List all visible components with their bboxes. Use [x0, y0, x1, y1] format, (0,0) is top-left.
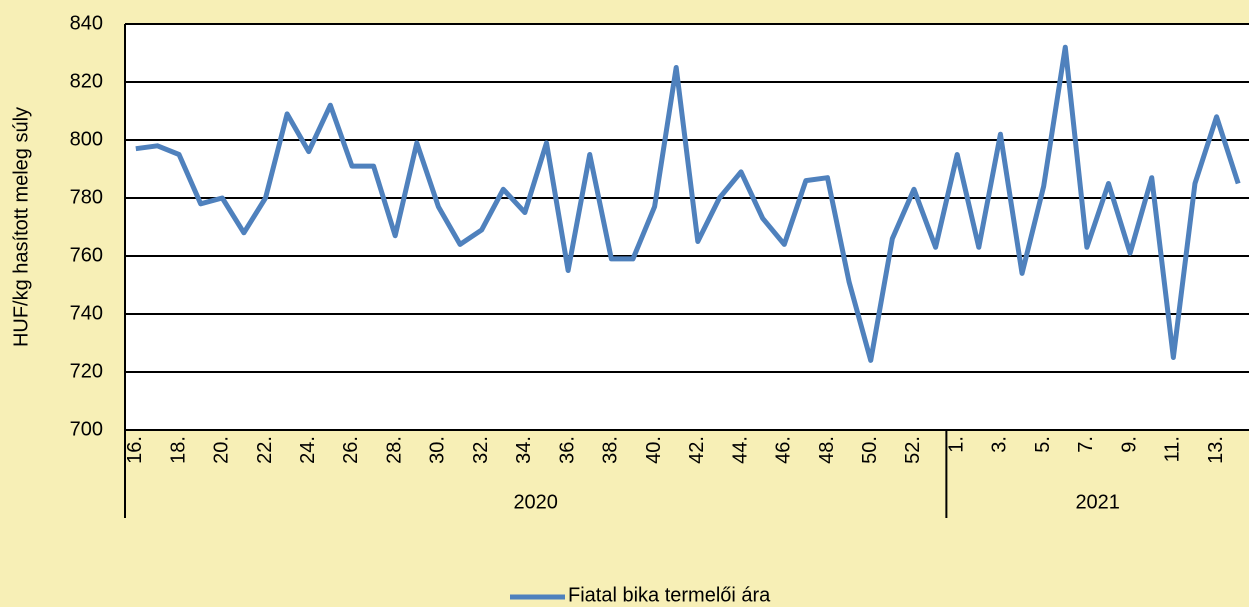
- series-line: [135, 44, 1241, 363]
- x-tick-label: 30.: [427, 436, 449, 464]
- x-tick-label: 16.: [124, 436, 146, 464]
- x-tick-label: 50.: [859, 436, 881, 464]
- x-tick-label: 22.: [254, 436, 276, 464]
- plot-area: [125, 24, 1249, 430]
- y-tick-label: 820: [70, 70, 103, 92]
- x-tick-label: 13.: [1205, 436, 1227, 464]
- y-tick-label: 760: [70, 244, 103, 266]
- x-tick-label: 38.: [600, 436, 622, 464]
- x-tick-label: 5.: [1032, 436, 1054, 453]
- legend-label: Fiatal bika termelői ára: [568, 584, 771, 606]
- y-tick-label: 840: [70, 12, 103, 34]
- x-tick-label: 7.: [1075, 436, 1097, 453]
- y-tick-label: 740: [70, 302, 103, 324]
- x-tick-label: 42.: [686, 436, 708, 464]
- y-tick-label: 800: [70, 128, 103, 150]
- x-tick-label: 26.: [340, 436, 362, 464]
- x-tick-label: 9.: [1118, 436, 1140, 453]
- y-tick-label: 780: [70, 186, 103, 208]
- x-tick-label: 52.: [902, 436, 924, 464]
- y-axis-label: HUF/kg hasított meleg súly: [10, 107, 32, 347]
- x-tick-label: 44.: [729, 436, 751, 464]
- x-tick-label: 11.: [1162, 436, 1184, 462]
- x-tick-label: 34.: [513, 436, 535, 464]
- x-tick-label: 20.: [211, 436, 233, 464]
- group-label: 2021: [1075, 491, 1120, 513]
- x-tick-label: 48.: [816, 436, 838, 464]
- x-tick-label: 1.: [945, 436, 967, 453]
- y-tick-label: 700: [70, 418, 103, 440]
- x-tick-label: 32.: [470, 436, 492, 464]
- y-tick-label: 720: [70, 360, 103, 382]
- x-tick-label: 18.: [167, 436, 189, 464]
- x-tick-label: 28.: [383, 436, 405, 464]
- x-tick-label: 36.: [556, 436, 578, 464]
- x-tick-label: 40.: [643, 436, 665, 464]
- x-tick-label: 46.: [773, 436, 795, 464]
- x-tick-label: 24.: [297, 436, 319, 464]
- group-label: 2020: [513, 491, 558, 513]
- x-tick-label: 3.: [989, 436, 1011, 453]
